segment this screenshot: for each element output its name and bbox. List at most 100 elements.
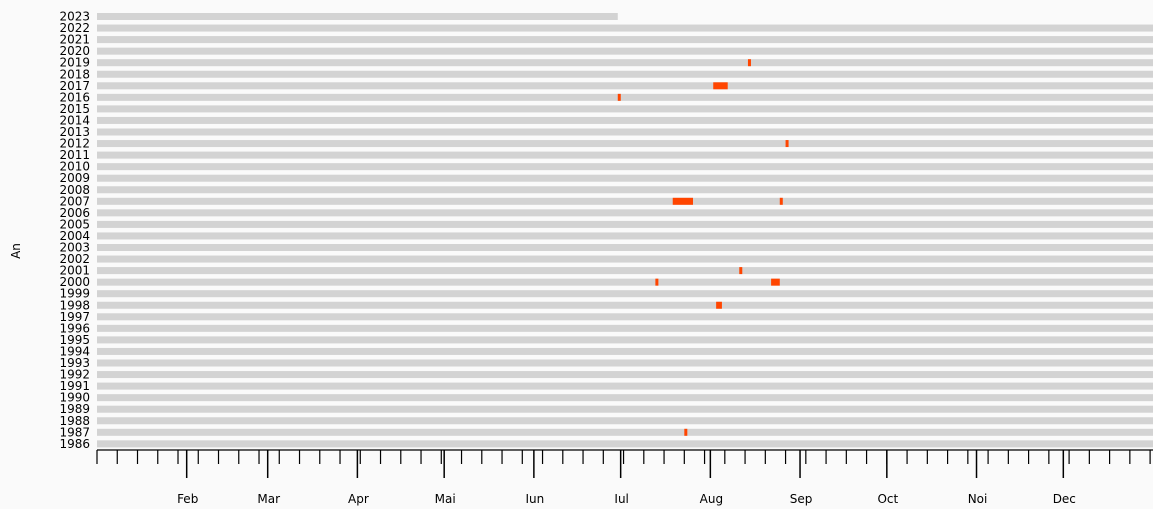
year-label-1991: 1991: [59, 379, 90, 393]
year-bar-1996: [97, 324, 1153, 332]
year-label-2014: 2014: [59, 113, 90, 127]
year-bar-2000: [97, 278, 1153, 286]
year-bar-2001: [97, 267, 1153, 275]
year-bar-2022: [97, 24, 1153, 32]
year-label-2000: 2000: [59, 275, 90, 289]
month-label-Iun: Iun: [525, 492, 544, 506]
year-bar-2023: [97, 13, 618, 20]
event-mark-2007-5: [779, 197, 783, 205]
year-label-1999: 1999: [59, 287, 90, 301]
year-label-2003: 2003: [59, 241, 90, 255]
month-label-Aug: Aug: [700, 492, 723, 506]
year-label-2023: 2023: [59, 10, 90, 24]
year-label-2017: 2017: [59, 79, 90, 93]
year-bar-2017: [97, 82, 1153, 90]
year-bar-2004: [97, 232, 1153, 240]
year-label-2004: 2004: [59, 229, 90, 243]
year-bar-2016: [97, 93, 1153, 101]
event-mark-1987-10: [684, 428, 688, 436]
month-label-Iul: Iul: [614, 492, 628, 506]
year-bar-1995: [97, 336, 1153, 344]
year-label-1986: 1986: [59, 437, 90, 451]
year-label-2021: 2021: [59, 33, 90, 47]
event-mark-2000-8: [771, 278, 780, 286]
month-label-Dec: Dec: [1053, 492, 1076, 506]
year-bar-2020: [97, 47, 1153, 55]
year-label-1990: 1990: [59, 391, 90, 405]
year-label-2002: 2002: [59, 252, 90, 266]
month-label-Feb: Feb: [177, 492, 198, 506]
year-bar-2010: [97, 163, 1153, 171]
month-label-Oct: Oct: [877, 492, 898, 506]
year-bar-2012: [97, 140, 1153, 148]
year-label-1988: 1988: [59, 414, 90, 428]
year-bar-1987: [97, 428, 1153, 436]
year-label-2010: 2010: [59, 160, 90, 174]
month-label-Noi: Noi: [968, 492, 988, 506]
event-mark-2000-7: [655, 278, 659, 286]
month-label-Mar: Mar: [257, 492, 280, 506]
year-label-1998: 1998: [59, 298, 90, 312]
month-label-Apr: Apr: [348, 492, 369, 506]
year-bar-2008: [97, 186, 1153, 194]
month-label-Mai: Mai: [435, 492, 456, 506]
year-bar-2005: [97, 220, 1153, 228]
year-bar-1992: [97, 371, 1153, 379]
year-label-2015: 2015: [59, 102, 90, 116]
event-mark-2001-6: [739, 267, 743, 275]
year-label-2007: 2007: [59, 194, 90, 208]
year-label-1997: 1997: [59, 310, 90, 324]
year-bar-2013: [97, 128, 1153, 136]
year-bar-2003: [97, 244, 1153, 251]
x-axis: Feb Mar Apr Mai Iun Iul Aug Sep Oct Noi Dec: [96, 449, 1153, 506]
year-bars: [97, 13, 1153, 448]
year-bar-2015: [97, 105, 1153, 113]
year-label-2013: 2013: [59, 125, 90, 139]
year-bar-2019: [97, 59, 1153, 67]
event-mark-2019-0: [747, 59, 751, 67]
year-label-2022: 2022: [59, 21, 90, 35]
y-axis-title: An: [9, 243, 23, 259]
year-label-2016: 2016: [59, 90, 90, 104]
event-mark-1998-9: [716, 301, 722, 309]
year-bar-1999: [97, 290, 1153, 298]
year-label-1994: 1994: [59, 344, 90, 358]
year-label-2018: 2018: [59, 67, 90, 81]
year-label-2006: 2006: [59, 206, 90, 220]
event-mark-2007-4: [672, 197, 693, 205]
event-marks: [617, 59, 789, 436]
year-labels: 2023202220212020201920182017201620152014…: [59, 10, 90, 451]
year-bar-1994: [97, 347, 1153, 355]
year-bar-2011: [97, 151, 1153, 159]
year-bar-1991: [97, 382, 1153, 390]
year-label-2001: 2001: [59, 264, 90, 278]
year-bar-2018: [97, 70, 1153, 78]
event-mark-2017-1: [713, 82, 728, 90]
year-bar-1993: [97, 359, 1153, 367]
year-label-1989: 1989: [59, 402, 90, 416]
year-label-2020: 2020: [59, 44, 90, 58]
year-bar-2006: [97, 209, 1153, 217]
year-label-2009: 2009: [59, 171, 90, 185]
year-bar-2014: [97, 116, 1153, 124]
year-bar-2002: [97, 255, 1153, 263]
year-label-1987: 1987: [59, 425, 90, 439]
year-bar-1997: [97, 313, 1153, 321]
year-label-1993: 1993: [59, 356, 90, 370]
year-label-2019: 2019: [59, 56, 90, 70]
year-label-1996: 1996: [59, 321, 90, 335]
year-label-2005: 2005: [59, 217, 90, 231]
year-bar-2021: [97, 36, 1153, 44]
event-mark-2016-2: [617, 93, 621, 101]
year-bar-1988: [97, 417, 1153, 425]
year-label-2008: 2008: [59, 183, 90, 197]
month-label-Sep: Sep: [790, 492, 813, 506]
year-bar-1998: [97, 301, 1153, 309]
year-bar-1986: [97, 440, 1153, 448]
year-label-1995: 1995: [59, 333, 90, 347]
event-mark-2012-3: [785, 140, 789, 148]
year-bar-1989: [97, 405, 1153, 413]
year-label-1992: 1992: [59, 368, 90, 382]
year-bar-1990: [97, 394, 1153, 402]
